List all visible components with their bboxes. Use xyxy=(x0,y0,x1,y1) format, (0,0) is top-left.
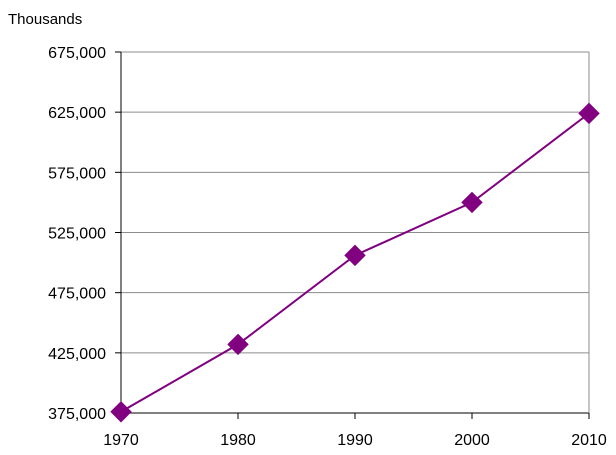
data-point-marker xyxy=(227,333,249,356)
x-tick-label: 1970 xyxy=(103,432,139,449)
y-tick-label: 675,000 xyxy=(48,45,106,62)
unit-label: Thousands xyxy=(8,11,82,28)
x-tick-label: 2000 xyxy=(454,432,490,449)
data-point-marker xyxy=(578,102,600,125)
series-group xyxy=(110,102,600,423)
x-tick-label: 1990 xyxy=(337,432,373,449)
y-tick-label: 525,000 xyxy=(48,226,106,243)
data-point-marker xyxy=(461,191,483,214)
x-tick-label: 1980 xyxy=(220,432,256,449)
axes xyxy=(115,51,590,419)
y-tick-label: 375,000 xyxy=(48,406,106,423)
data-point-marker xyxy=(110,401,132,423)
y-tick-labels: 375,000 425,000 475,000 525,000 575,000 625,0… xyxy=(48,45,106,423)
x-tick-labels: 1970 1980 1990 2000 2010 xyxy=(103,432,607,449)
x-tick-label: 2010 xyxy=(571,432,607,449)
gridlines xyxy=(121,51,589,414)
y-tick-label: 425,000 xyxy=(48,346,106,363)
y-tick-label: 625,000 xyxy=(48,105,106,122)
data-point-marker xyxy=(344,244,366,267)
y-tick-label: 575,000 xyxy=(48,165,106,182)
y-tick-label: 475,000 xyxy=(48,286,106,303)
